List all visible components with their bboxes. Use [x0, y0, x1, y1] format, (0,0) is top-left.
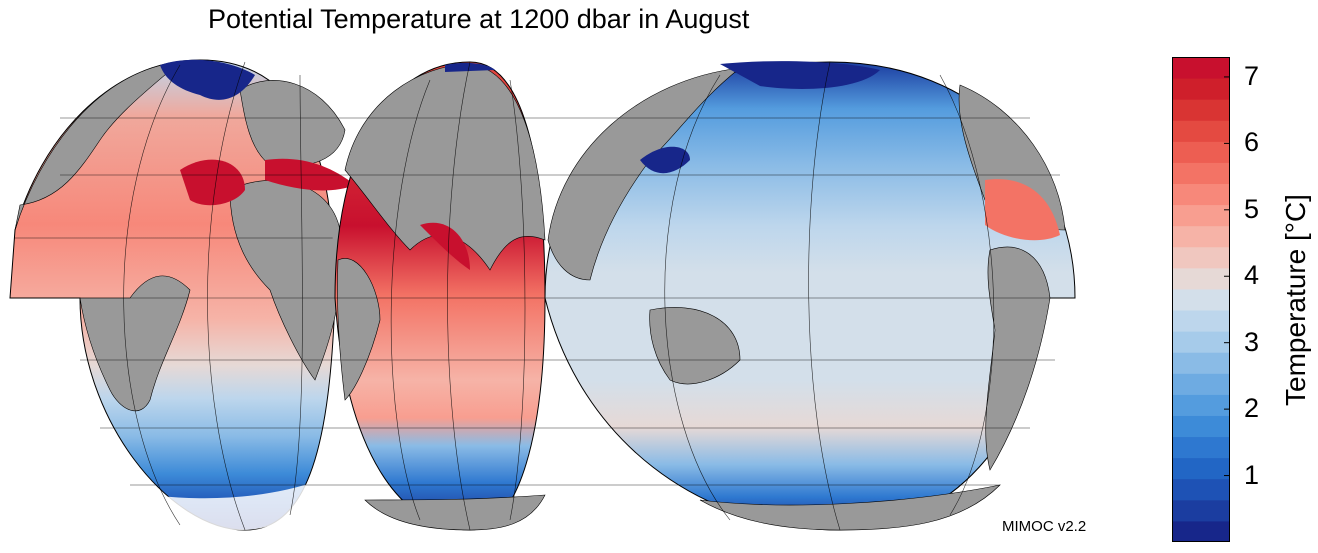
south-america-west-land	[985, 246, 1051, 471]
colorbar-swatch	[1172, 57, 1230, 79]
colorbar-swatch	[1172, 78, 1230, 100]
colorbar-tick-label: 1	[1244, 459, 1260, 490]
colorbar-swatch	[1172, 499, 1230, 522]
colorbar-swatch	[1172, 162, 1230, 185]
colorbar-border	[1172, 57, 1230, 542]
africa-land	[229, 180, 342, 381]
arctic-waters-indian	[445, 62, 495, 72]
colorbar-swatch	[1172, 352, 1230, 374]
colorbar-tick-label: 3	[1244, 326, 1260, 357]
antarctic-shelf	[120, 480, 320, 530]
antarctica-pacific	[699, 484, 1001, 531]
graticule	[10, 61, 1075, 531]
south-america-land	[79, 275, 191, 412]
pacific-lobe	[544, 61, 1076, 531]
europe-land	[239, 80, 346, 167]
colorbar-swatch	[1172, 520, 1230, 542]
colorbar-swatch	[1172, 457, 1230, 480]
colorbar-tick-label: 2	[1244, 393, 1260, 424]
gulf-of-mexico-waters	[985, 179, 1060, 241]
colorbar-swatch	[1172, 204, 1230, 227]
colorbar-swatch	[1172, 415, 1230, 438]
dataset-credit: MIMOC v2.2	[1002, 518, 1087, 535]
map-title: Potential Temperature at 1200 dbar in Au…	[208, 4, 750, 34]
indian-lobe	[334, 61, 546, 531]
arctic-waters-atlantic	[160, 59, 255, 100]
eurasia-land	[344, 63, 546, 271]
colorbar-swatch	[1172, 288, 1230, 311]
arabian-sea	[420, 222, 470, 270]
north-america-land	[14, 61, 181, 231]
colorbar-swatch	[1172, 120, 1230, 142]
australia-land	[649, 307, 741, 385]
colorbar-swatch	[1172, 99, 1230, 121]
colorbar-swatch	[1172, 310, 1230, 332]
east-africa-land	[337, 258, 381, 401]
colorbar-swatch	[1172, 394, 1230, 416]
colorbar-swatch	[1172, 246, 1230, 269]
interrupted-ocean-map	[9, 59, 1076, 531]
mediterranean-sea	[265, 158, 355, 191]
asia-land	[547, 67, 742, 281]
colorbar-swatch	[1172, 267, 1230, 290]
colorbar-tick-label: 7	[1244, 60, 1260, 91]
colorbar-title: Temperature [°C]	[1280, 194, 1311, 406]
arctic-waters-pacific	[720, 61, 880, 89]
mediterranean-outflow	[180, 159, 245, 206]
colorbar-swatch	[1172, 141, 1230, 163]
colorbar-tick-label: 4	[1244, 260, 1260, 291]
colorbar-swatch	[1172, 331, 1230, 353]
colorbar-tick-label: 6	[1244, 127, 1260, 158]
colorbar-swatch	[1172, 478, 1230, 501]
colorbar-tick-label: 5	[1244, 193, 1260, 224]
colorbar-swatch	[1172, 183, 1230, 206]
colorbar-swatch	[1172, 373, 1230, 395]
colorbar-swatch	[1172, 436, 1230, 459]
colorbar-swatch	[1172, 225, 1230, 248]
temperature-colorbar	[1172, 57, 1230, 542]
sea-of-okhotsk	[640, 146, 690, 174]
atlantic-lobe	[9, 59, 355, 531]
antarctica-indian	[364, 494, 546, 531]
